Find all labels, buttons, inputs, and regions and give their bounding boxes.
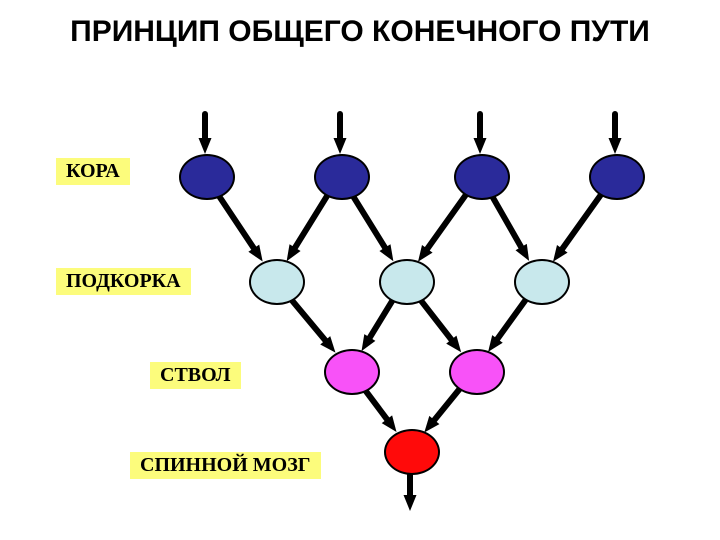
- label-stem: СТВОЛ: [150, 362, 241, 389]
- node-c2: [314, 154, 370, 200]
- node-s2: [379, 259, 435, 305]
- node-s3: [514, 259, 570, 305]
- node-c1: [179, 154, 235, 200]
- node-c3: [454, 154, 510, 200]
- diagram-title: ПРИНЦИП ОБЩЕГО КОНЕЧНОГО ПУТИ: [0, 15, 720, 50]
- label-spinal: СПИННОЙ МОЗГ: [130, 452, 321, 479]
- label-cortex: КОРА: [56, 158, 130, 185]
- node-t1: [324, 349, 380, 395]
- node-t2: [449, 349, 505, 395]
- node-s1: [249, 259, 305, 305]
- node-c4: [589, 154, 645, 200]
- diagram-canvas: ПРИНЦИП ОБЩЕГО КОНЕЧНОГО ПУТИ КОРА ПОДКОР…: [0, 0, 720, 540]
- label-subcortex: ПОДКОРКА: [56, 268, 191, 295]
- node-sp: [384, 429, 440, 475]
